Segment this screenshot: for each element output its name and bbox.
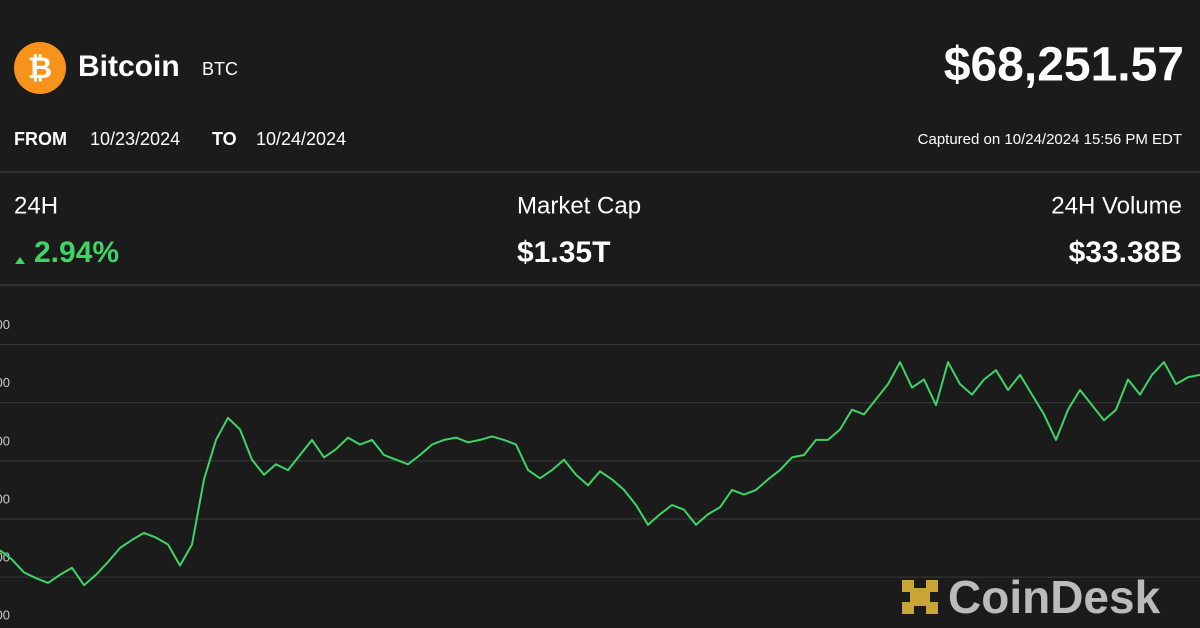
stat-label: 24H Volume <box>1051 192 1182 219</box>
from-label: FROM <box>14 129 67 149</box>
brand-icon <box>902 580 938 614</box>
stat-value: $1.35T <box>517 236 610 269</box>
coin-name: Bitcoin <box>78 50 180 83</box>
y-tick-label: 66,000 <box>0 608 10 623</box>
y-tick-label: 67,000 <box>0 491 10 506</box>
to-date: 10/24/2024 <box>256 129 346 149</box>
stat-value: 2.94% <box>34 236 119 269</box>
captured: Captured on 10/24/2024 15:56 PM EDT <box>918 131 1182 148</box>
y-tick-label: 68,500 <box>0 317 10 332</box>
y-tick-label: 68,000 <box>0 375 10 390</box>
stat-label: Market Cap <box>517 192 641 219</box>
price-line <box>0 361 1200 587</box>
y-tick-label: 66,500 <box>0 550 10 565</box>
plot: 66,000 66,500 67,000 67,500 68,000 68,500 <box>0 317 1200 623</box>
stat-value: $33.38B <box>1069 236 1182 269</box>
up-arrow <box>15 257 25 264</box>
coin-symbol: BTC <box>202 59 238 79</box>
to-label: TO <box>212 129 237 149</box>
btc-icon <box>14 42 66 94</box>
brand-name: CoinDesk <box>948 571 1161 623</box>
from-date: 10/23/2024 <box>90 129 180 149</box>
price: $68,251.57 <box>944 39 1184 92</box>
btc-glyph: ₿ <box>28 52 52 85</box>
stat-label: 24H <box>14 192 58 219</box>
y-tick-label: 67,500 <box>0 433 10 448</box>
brand-logo: CoinDesk <box>902 571 1161 623</box>
